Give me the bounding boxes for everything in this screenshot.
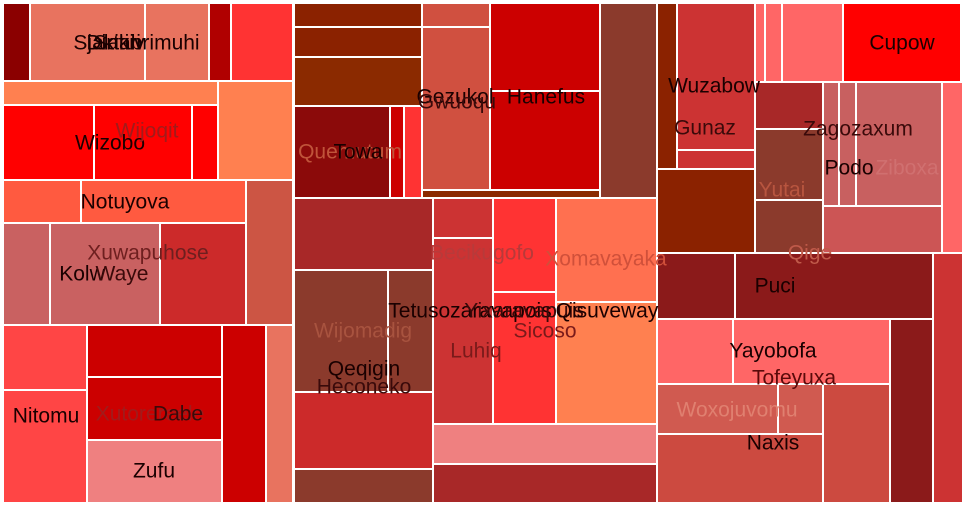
treemap-tile [755,82,823,129]
treemap-tile [266,325,293,503]
treemap-tile [433,238,493,424]
treemap-tile [30,3,145,81]
treemap-tile [755,200,823,253]
treemap-tile [823,384,890,503]
treemap-tile [657,384,778,434]
treemap-tile [433,198,493,238]
treemap-tile [94,105,192,180]
treemap-tile [782,3,843,82]
treemap-tile [3,325,87,390]
treemap-tile [677,3,755,150]
treemap-tile [404,106,422,198]
treemap-tile [422,190,600,198]
treemap-tile [87,377,222,440]
treemap-tile [755,129,823,200]
treemap-tile [657,169,755,253]
treemap-tile [856,82,942,206]
treemap-tile [209,3,231,81]
treemap-tile [556,302,657,424]
treemap-tile [3,223,50,325]
treemap-tile [294,270,388,392]
treemap-tile [294,198,433,270]
treemap-tile [3,3,30,81]
treemap-tile [3,390,87,503]
treemap-tile [490,3,600,91]
treemap-tile [942,82,963,253]
treemap-tile [222,325,266,503]
treemap-tile [50,223,160,325]
treemap-tile [735,253,933,319]
treemap-tile [388,270,433,392]
treemap-tile [677,150,755,169]
treemap-tile [3,81,218,105]
treemap-tile [556,198,657,302]
treemap-tile [294,469,433,503]
treemap-tile [294,27,422,57]
treemap-tile [755,3,765,82]
treemap-tile [294,57,422,106]
treemap-tile [3,105,94,180]
treemap-tile [839,82,856,206]
treemap-tile [294,3,422,27]
treemap-tile [933,253,963,503]
treemap-tile [145,3,209,81]
treemap-tile [422,3,490,27]
treemap-tile [3,180,81,223]
treemap-tile [294,106,390,198]
treemap-tile [433,464,657,503]
treemap-tile [890,319,933,503]
treemap-tile [422,27,490,190]
treemap-tile [657,434,823,503]
treemap-tile [657,253,735,319]
treemap-tile [765,3,782,82]
treemap-tile [778,384,823,434]
treemap-tile [961,3,963,82]
treemap-tile [246,180,293,325]
treemap-tile [192,105,218,180]
treemap-tile [490,91,600,190]
treemap-tile [657,319,733,384]
treemap-tile [87,325,222,377]
treemap-tile [493,292,556,424]
treemap-tile [231,3,293,81]
treemap-tile [823,206,942,253]
treemap-tile [843,3,961,82]
treemap-tile [218,81,293,180]
treemap-tile [390,106,404,198]
treemap-tile [87,440,222,503]
treemap-tile [600,3,657,198]
treemap-tile [294,392,433,469]
treemap-tile [493,198,556,292]
treemap-tile [657,3,677,169]
treemap-tile [160,223,246,325]
treemap-tile [81,180,246,223]
treemap-tile [823,82,839,206]
treemap-tile [433,424,657,464]
treemap-tile [733,319,890,384]
